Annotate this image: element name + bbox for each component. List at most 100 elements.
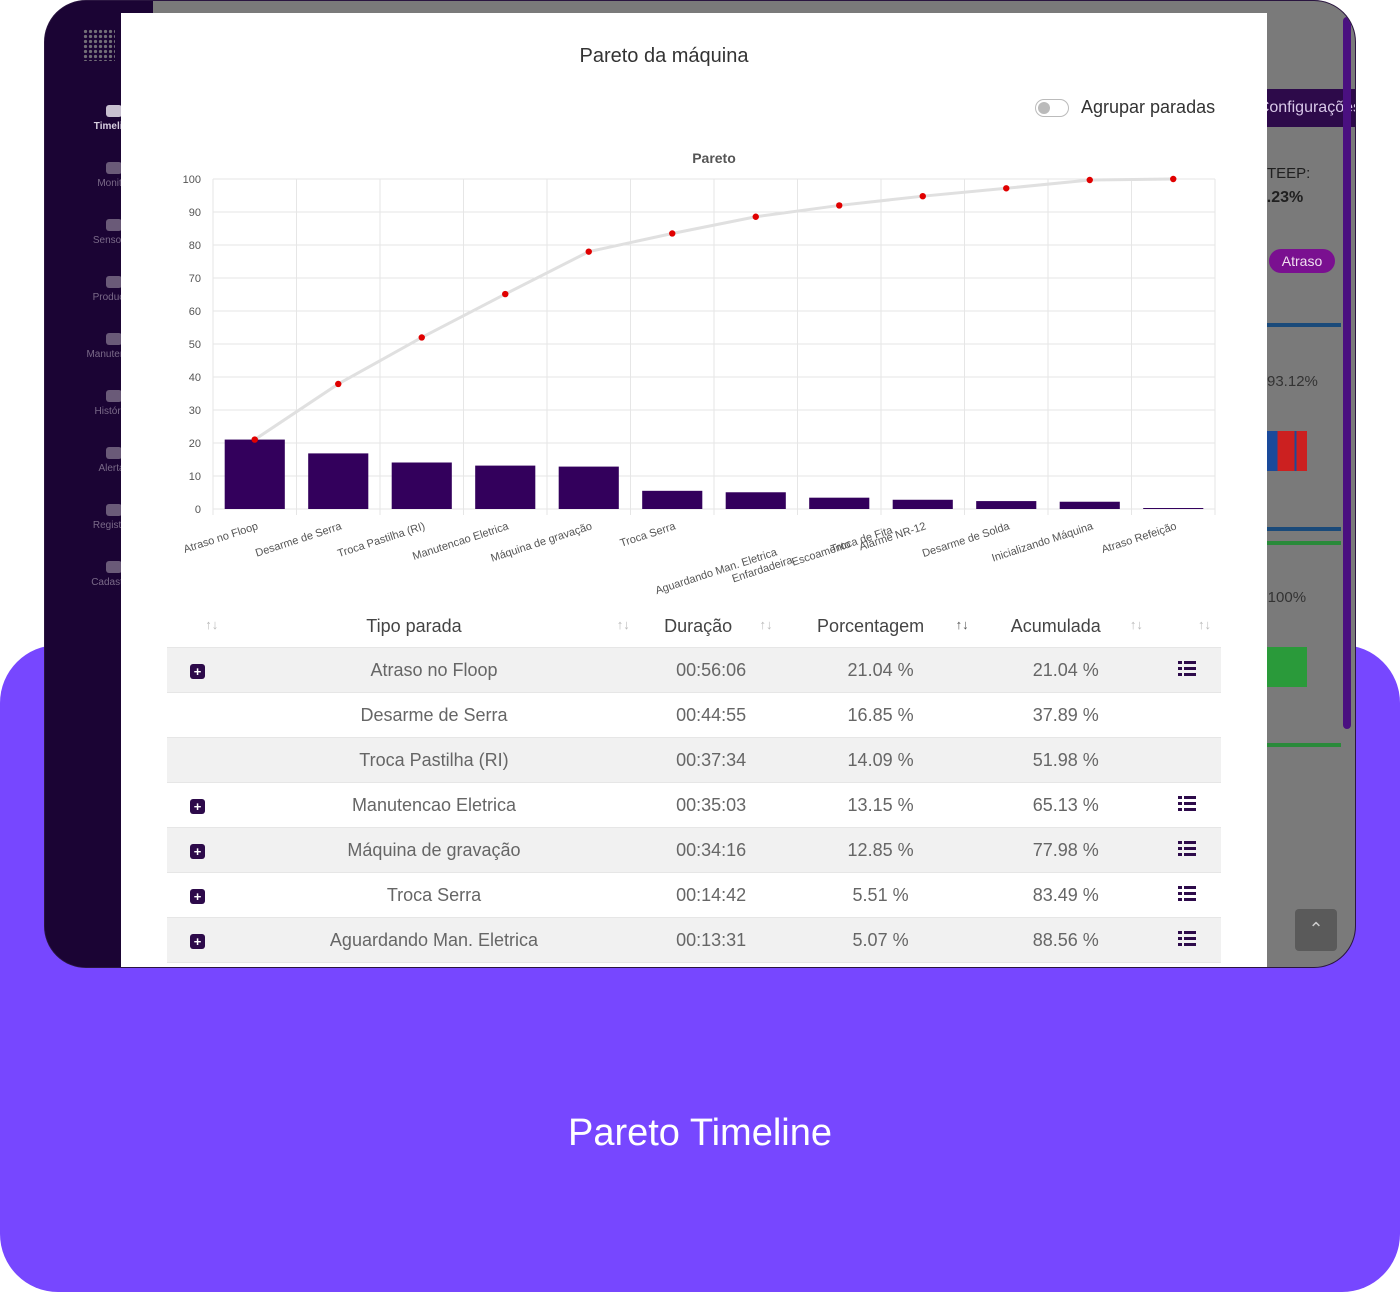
sort-desc-icon[interactable]: ↑↓ <box>955 617 969 632</box>
card-divider <box>1265 527 1341 531</box>
cumulative-point[interactable] <box>1086 176 1093 184</box>
sidebar-item-alertas[interactable]: Alertas <box>59 447 169 474</box>
sidebar-item-manutencao[interactable]: Manutenção <box>59 333 169 360</box>
actions-column-header[interactable]: ↑↓ <box>1153 605 1221 648</box>
bar[interactable] <box>308 453 369 509</box>
sidebar-item-label: Sensores <box>92 235 136 246</box>
tipo-cell: Manutencao Eletrica <box>228 782 640 828</box>
expand-row-icon[interactable]: + <box>190 798 206 814</box>
cumulative-point[interactable] <box>836 202 843 209</box>
bar[interactable] <box>1059 501 1120 509</box>
bar[interactable] <box>558 466 619 509</box>
table-row: + Aguardando Man. Eletrica 00:13:31 5.07 % 8… <box>167 917 1221 963</box>
y-tick-label: 40 <box>189 372 201 384</box>
acumulada-header[interactable]: Acumulada ↑↓ <box>1010 615 1143 636</box>
expand-cell <box>167 737 229 783</box>
porcentagem-header[interactable]: Porcentagem ↑↓ <box>817 615 969 636</box>
cumulative-point[interactable] <box>1170 175 1177 183</box>
porcentagem-cell: 13.15 % <box>782 782 979 828</box>
expand-row-icon[interactable]: + <box>190 933 206 949</box>
porcentagem-cell: 5.51 % <box>782 872 979 918</box>
bar[interactable] <box>725 492 786 509</box>
monitor-icon <box>106 162 122 174</box>
sidebar-item-historico[interactable]: Histórico <box>59 390 169 417</box>
list-details-icon[interactable] <box>1177 885 1196 901</box>
bar[interactable] <box>976 501 1037 509</box>
duracao-header[interactable]: Duração ↑↓ <box>664 615 773 636</box>
sidebar-item-registros[interactable]: Registros <box>59 504 169 531</box>
bar[interactable] <box>809 497 870 509</box>
list-details-icon[interactable] <box>1177 840 1196 856</box>
bar[interactable] <box>391 462 452 509</box>
sidebar-item-label: Monitor <box>97 178 131 189</box>
sort-icon[interactable]: ↑↓ <box>616 617 630 632</box>
x-tick-label: Atraso Refeição <box>1100 520 1178 556</box>
sidebar-item-producao[interactable]: Produção <box>59 276 169 303</box>
list-details-icon[interactable] <box>1177 795 1196 811</box>
cumulative-point[interactable] <box>502 290 509 298</box>
tipo-cell: Desarme de Serra <box>228 692 640 738</box>
sidebar-item-label: Timeline <box>93 121 135 132</box>
expand-cell: + <box>167 647 229 693</box>
tipo-cell: Aguardando Man. Eletrica <box>228 917 640 963</box>
cumulative-point[interactable] <box>669 230 676 237</box>
cumulative-point[interactable] <box>1003 185 1010 192</box>
cumulative-point[interactable] <box>585 248 592 255</box>
details-cell <box>1152 782 1221 828</box>
sidebar-item-cadastros[interactable]: Cadastros <box>59 561 169 588</box>
bar[interactable] <box>642 490 703 509</box>
cumulative-line <box>253 177 1174 441</box>
sort-icon[interactable]: ↑↓ <box>1129 617 1143 632</box>
expand-column-header[interactable]: ↑↓ <box>167 605 228 648</box>
details-cell <box>1152 917 1221 963</box>
sidebar-item-sensores[interactable]: Sensores <box>59 219 169 246</box>
cumulative-point[interactable] <box>752 213 759 220</box>
expand-row-icon[interactable]: + <box>190 888 206 904</box>
expand-row-icon[interactable]: + <box>190 663 206 679</box>
cumulative-point[interactable] <box>251 436 258 443</box>
sort-icon[interactable]: ↑↓ <box>205 617 219 632</box>
sidebar-item-label: Registros <box>92 520 136 531</box>
tipo-cell: Troca Pastilha (RI) <box>228 737 640 783</box>
acumulada-cell: 21.04 % <box>978 647 1153 693</box>
bar[interactable] <box>892 499 953 509</box>
y-tick-label: 80 <box>189 240 201 252</box>
app-logo <box>83 29 115 61</box>
sort-icon[interactable]: ↑↓ <box>1198 617 1211 632</box>
cumulative-point[interactable] <box>919 192 926 200</box>
tipo-cell: Troca Serra <box>228 872 640 918</box>
bar[interactable] <box>1143 508 1204 509</box>
sidebar-item-monitor[interactable]: Monitor <box>59 162 169 189</box>
tipo-parada-header[interactable]: Tipo parada ↑↓ <box>366 615 630 636</box>
porcentagem-cell: 14.09 % <box>782 737 979 783</box>
oee-value: 93.12% <box>1267 373 1318 390</box>
cumulative-point[interactable] <box>418 334 425 341</box>
duracao-cell: 00:14:42 <box>639 872 783 918</box>
list-details-icon[interactable] <box>1177 660 1196 676</box>
scrollbar[interactable] <box>1343 17 1351 729</box>
duracao-cell: 00:35:03 <box>639 782 783 828</box>
historico-icon <box>106 390 122 402</box>
settings-button[interactable]: Configurações <box>1258 89 1355 127</box>
porcentagem-cell: 21.04 % <box>782 647 979 693</box>
expand-row-icon[interactable]: + <box>190 843 206 859</box>
table-row: + Troca Serra 00:14:42 5.51 % 83.49 % <box>167 872 1221 918</box>
sidebar-item-label: Produção <box>92 292 136 303</box>
acumulada-cell: 65.13 % <box>978 782 1153 828</box>
bar[interactable] <box>475 465 536 509</box>
sidebar-item-timeline[interactable]: Timeline <box>59 105 169 132</box>
scroll-top-button[interactable]: ⌃ <box>1295 909 1337 951</box>
group-stops-toggle[interactable] <box>1035 99 1069 117</box>
sort-icon[interactable]: ↑↓ <box>759 617 773 632</box>
sidebar-item-label: Histórico <box>94 406 134 417</box>
bar[interactable] <box>224 439 285 509</box>
porcentagem-cell: 5.07 % <box>782 917 979 963</box>
timeline-icon <box>106 105 122 117</box>
list-details-icon[interactable] <box>1177 930 1196 946</box>
acumulada-cell: 51.98 % <box>978 737 1153 783</box>
cumulative-point[interactable] <box>335 380 342 388</box>
device-frame: Timeline Monitor Sensores Produção Manutençã… <box>44 0 1356 968</box>
acumulada-cell: 83.49 % <box>978 872 1153 918</box>
details-cell <box>1152 647 1221 693</box>
duracao-cell: 00:37:34 <box>639 737 783 783</box>
